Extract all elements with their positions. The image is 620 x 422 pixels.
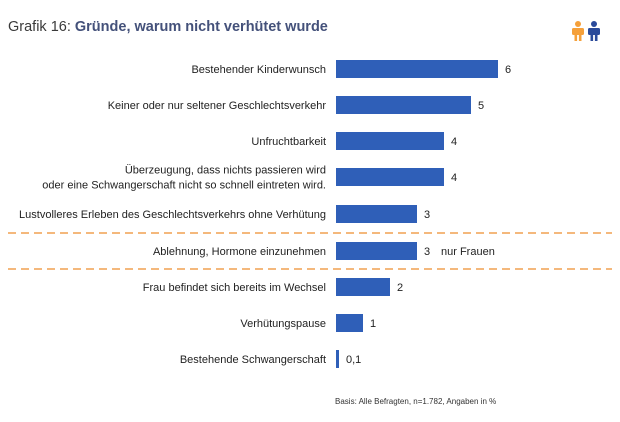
category-label: Lustvolleres Erleben des Geschlechtsverk… — [19, 209, 326, 221]
bar — [336, 205, 417, 223]
category-label: Unfruchtbarkeit — [251, 136, 326, 148]
male-figure-icon — [588, 21, 600, 41]
value-label: 0,1 — [346, 354, 361, 366]
female-figure-icon — [572, 21, 584, 41]
bar — [336, 168, 444, 186]
category-label: oder eine Schwangerschaft nicht so schne… — [42, 180, 326, 192]
footnote: Basis: Alle Befragten, n=1.782, Angaben … — [335, 397, 497, 406]
value-label: 4 — [451, 172, 457, 184]
value-label: 3 — [424, 209, 430, 221]
value-label: 6 — [505, 64, 511, 76]
category-label: Bestehender Kinderwunsch — [191, 64, 326, 76]
category-label: Bestehende Schwangerschaft — [180, 354, 326, 366]
bar — [336, 242, 417, 260]
value-label: 3 — [424, 246, 430, 258]
bar — [336, 132, 444, 150]
category-label: Keiner oder nur seltener Geschlechtsverk… — [108, 100, 327, 112]
value-label: 1 — [370, 318, 376, 330]
bar — [336, 60, 498, 78]
value-label: 2 — [397, 282, 403, 294]
bar — [336, 314, 363, 332]
value-label: 4 — [451, 136, 457, 148]
annotation-label: nur Frauen — [441, 246, 495, 258]
people-icon — [572, 21, 600, 41]
category-label: Verhütungspause — [240, 318, 326, 330]
bar — [336, 350, 339, 368]
bar — [336, 96, 471, 114]
category-label: Überzeugung, dass nichts passieren wird — [125, 165, 326, 177]
title-prefix: Grafik 16: — [8, 19, 71, 35]
bar — [336, 278, 390, 296]
title-text: Gründe, warum nicht verhütet wurde — [74, 19, 328, 35]
value-label: 5 — [478, 100, 484, 112]
category-label: Ablehnung, Hormone einzunehmen — [153, 246, 326, 258]
chart-title: Grafik 16: Gründe, warum nicht verhütet … — [8, 19, 328, 35]
category-label: Frau befindet sich bereits im Wechsel — [143, 282, 326, 294]
